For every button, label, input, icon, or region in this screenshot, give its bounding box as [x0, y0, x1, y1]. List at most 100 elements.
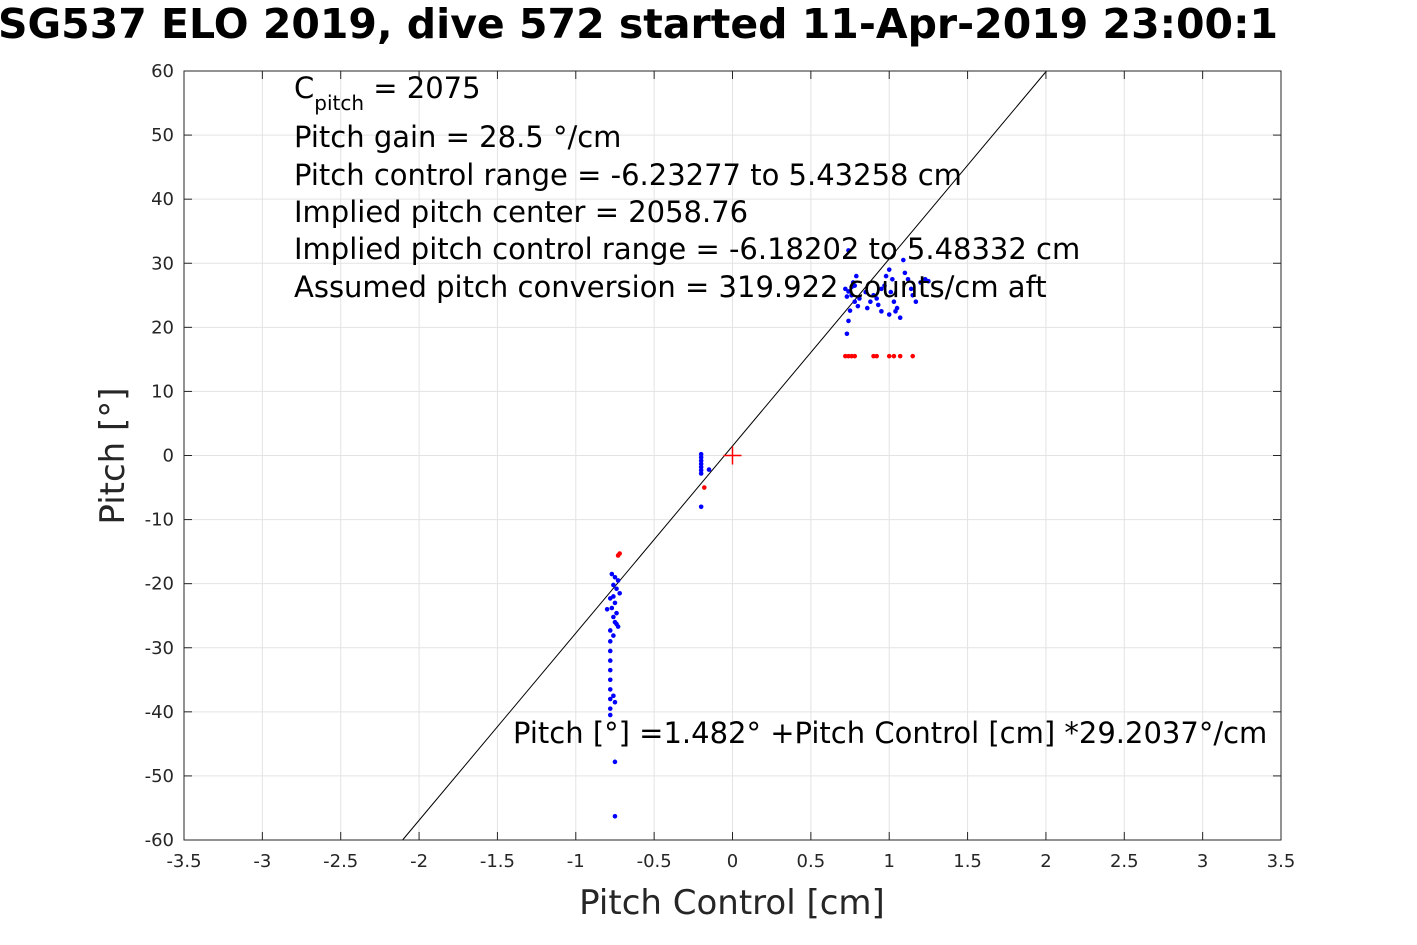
data-point [698, 455, 704, 460]
data-point [844, 331, 850, 337]
data-point [846, 289, 851, 294]
data-point [607, 706, 613, 711]
data-point [857, 296, 862, 301]
annotation-implied-range: Implied pitch control range = -6.18202 t… [294, 232, 1080, 266]
data-point [612, 600, 618, 606]
x-tick-label: 1 [883, 851, 894, 872]
y-tick-label: -60 [145, 830, 174, 851]
data-point [910, 353, 916, 359]
y-tick-label: 40 [151, 189, 174, 210]
data-point [844, 294, 850, 299]
annotation-conversion: Assumed pitch conversion = 319.922 count… [294, 270, 1047, 304]
data-point [698, 504, 704, 510]
data-point [894, 305, 900, 311]
data-point [611, 614, 616, 620]
data-point [698, 467, 704, 473]
data-point [902, 270, 908, 276]
data-point [612, 759, 618, 765]
data-point [617, 590, 622, 596]
data-point [612, 699, 618, 705]
annotation-fit-equation: Pitch [°] =1.482° +Pitch Control [cm] *2… [513, 716, 1267, 750]
cpitch-symbol: C [294, 71, 314, 105]
data-point [607, 648, 613, 654]
data-point [611, 633, 616, 638]
data-point [886, 267, 892, 272]
x-tick-label: 0.5 [797, 851, 826, 872]
data-point [607, 667, 613, 673]
data-point [883, 273, 889, 279]
x-tick-label: -1.5 [480, 851, 515, 872]
data-point [918, 280, 923, 285]
data-point [706, 467, 712, 472]
data-point [874, 353, 879, 359]
data-point [849, 292, 854, 298]
data-point [615, 578, 621, 583]
y-tick-label: -30 [145, 638, 174, 659]
data-point [874, 296, 879, 301]
data-point [698, 471, 704, 476]
x-axis-label: Pitch Control [cm] [579, 883, 885, 923]
data-point [843, 286, 848, 292]
x-tick-label: -2.5 [323, 851, 358, 872]
data-point [607, 687, 613, 692]
data-point [698, 451, 704, 457]
data-point [852, 299, 858, 305]
data-point [698, 464, 704, 470]
y-tick-label: -50 [145, 766, 174, 787]
data-point [612, 574, 618, 580]
x-tick-label: 3 [1197, 851, 1208, 872]
cpitch-subscript: pitch [314, 91, 364, 115]
data-point [611, 582, 616, 588]
chart-title: SG537 ELO 2019, dive 572 started 11-Apr-… [0, 0, 1278, 48]
y-tick-label: 50 [151, 125, 174, 146]
data-point [614, 586, 619, 592]
x-tick-label: -3 [253, 851, 271, 872]
x-tick-label: 2 [1040, 851, 1051, 872]
y-tick-label: -20 [145, 574, 174, 595]
data-point [913, 299, 919, 305]
data-point [888, 289, 894, 295]
data-point [609, 605, 615, 611]
data-point [611, 693, 616, 699]
data-point [607, 712, 613, 718]
data-point [886, 353, 892, 359]
data-point [905, 276, 911, 282]
data-point [863, 289, 869, 295]
data-point [607, 696, 613, 702]
data-point [897, 353, 903, 359]
x-tick-label: -0.5 [637, 851, 672, 872]
data-point [852, 353, 858, 359]
x-tick-label: -2 [410, 851, 428, 872]
y-tick-label: 20 [151, 317, 174, 338]
data-point [846, 248, 851, 253]
data-point [910, 292, 916, 298]
y-axis-label: Pitch [°] [93, 387, 133, 524]
data-point [609, 571, 615, 577]
annotation-implied-center: Implied pitch center = 2058.76 [294, 195, 748, 229]
y-tick-label: -10 [145, 510, 174, 531]
y-tick-label: 0 [163, 446, 174, 467]
data-point [897, 315, 903, 321]
data-point [879, 309, 884, 314]
x-tick-label: 3.5 [1267, 851, 1296, 872]
center-marker-group [723, 446, 742, 465]
annotation-control-range: Pitch control range = -6.23277 to 5.4325… [294, 158, 962, 192]
data-point [854, 273, 859, 279]
data-point [908, 286, 914, 292]
data-points [604, 248, 931, 819]
data-point [864, 305, 870, 311]
data-point [607, 639, 613, 644]
data-point [607, 628, 613, 633]
data-point [701, 485, 707, 490]
data-point [607, 658, 613, 663]
data-point [846, 318, 851, 324]
data-point [926, 278, 931, 284]
y-axis-ticks: -60 -50 -40 -30 -20 -10 0 10 20 30 40 50 60 [145, 61, 1281, 851]
data-point [891, 353, 897, 359]
cpitch-value: = 2075 [364, 71, 481, 105]
data-point [698, 461, 704, 467]
x-axis-ticks: -3.5 -3 -2.5 -2 -1.5 -1 -0.5 0 0.5 1 1.5 2 2.5 3 3.5 [166, 71, 1295, 872]
data-point [612, 813, 618, 819]
data-point [871, 292, 876, 298]
